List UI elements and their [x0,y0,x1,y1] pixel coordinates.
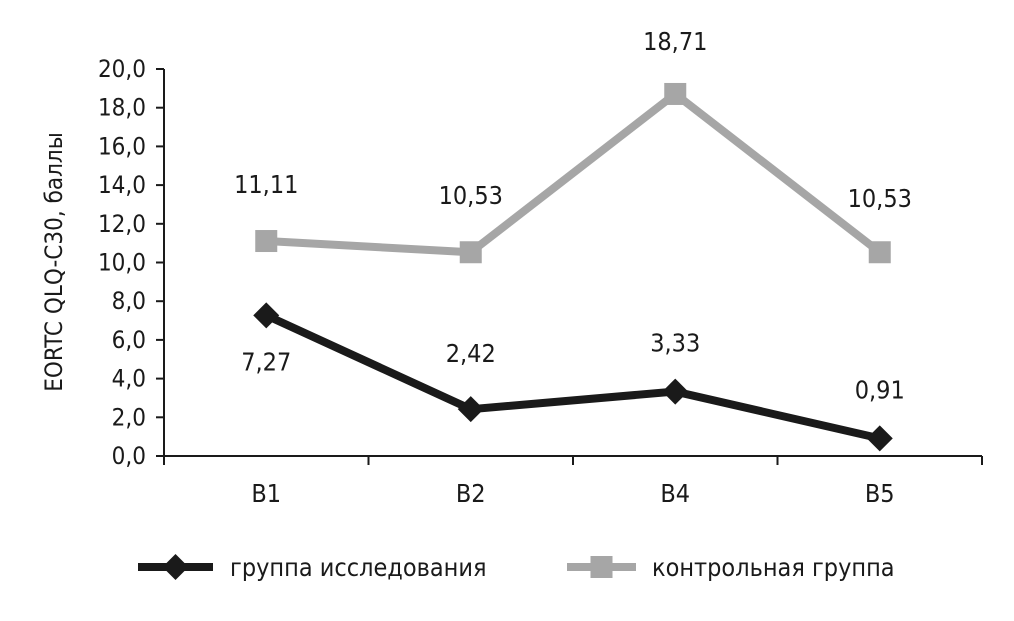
x-ticks: B1 B2 B4 B5 [164,456,982,508]
legend-marker [591,556,613,578]
legend-label: группа исследования [230,553,487,582]
y-tick-label: 14,0 [98,171,146,199]
data-point [664,83,686,105]
x-tick-label: B2 [456,479,486,508]
series-group: 7,27 2,42 3,33 0,91 11,11 10,53 18,71 10,53 [234,27,912,451]
x-tick-label: B5 [865,479,895,508]
data-point [460,241,482,263]
data-label: 10,53 [439,181,503,210]
y-tick-label: 0,0 [112,442,146,470]
data-label: 0,91 [855,375,905,404]
x-tick-label: B4 [660,479,690,508]
y-tick-label: 20,0 [98,55,146,83]
legend: группа исследования контрольная группа [138,553,895,582]
y-tick-label: 6,0 [112,326,146,354]
data-label: 2,42 [446,339,496,368]
y-axis-label: EORTC QLQ-C30, баллы [40,132,68,392]
data-point [869,241,891,263]
data-point [458,396,484,422]
series-study-group: 7,27 2,42 3,33 0,91 [241,302,905,451]
y-tick-label: 12,0 [98,210,146,238]
y-ticks: 0,0 2,0 4,0 6,0 8,0 10,0 12,0 14,0 16,0 18,0 20,0 [98,55,164,470]
series-line [266,315,880,438]
y-tick-label: 10,0 [98,249,146,277]
data-label: 3,33 [650,329,700,358]
legend-label: контрольная группа [652,553,895,582]
y-tick-label: 8,0 [112,287,146,315]
data-point [867,425,893,451]
series-control-group: 11,11 10,53 18,71 10,53 [234,27,912,263]
data-point [253,302,279,328]
legend-marker [163,554,189,580]
y-tick-label: 2,0 [112,403,146,431]
x-tick-label: B1 [251,479,281,508]
legend-item: группа исследования [138,553,487,582]
y-tick-label: 4,0 [112,365,146,393]
data-label: 11,11 [234,170,298,199]
y-tick-label: 18,0 [98,94,146,122]
series-line [266,94,880,252]
data-point [662,379,688,405]
legend-item: контрольная группа [567,553,895,582]
data-label: 18,71 [643,27,707,56]
data-point [255,230,277,252]
data-label: 10,53 [848,184,912,213]
y-tick-label: 16,0 [98,132,146,160]
data-label: 7,27 [241,347,291,376]
